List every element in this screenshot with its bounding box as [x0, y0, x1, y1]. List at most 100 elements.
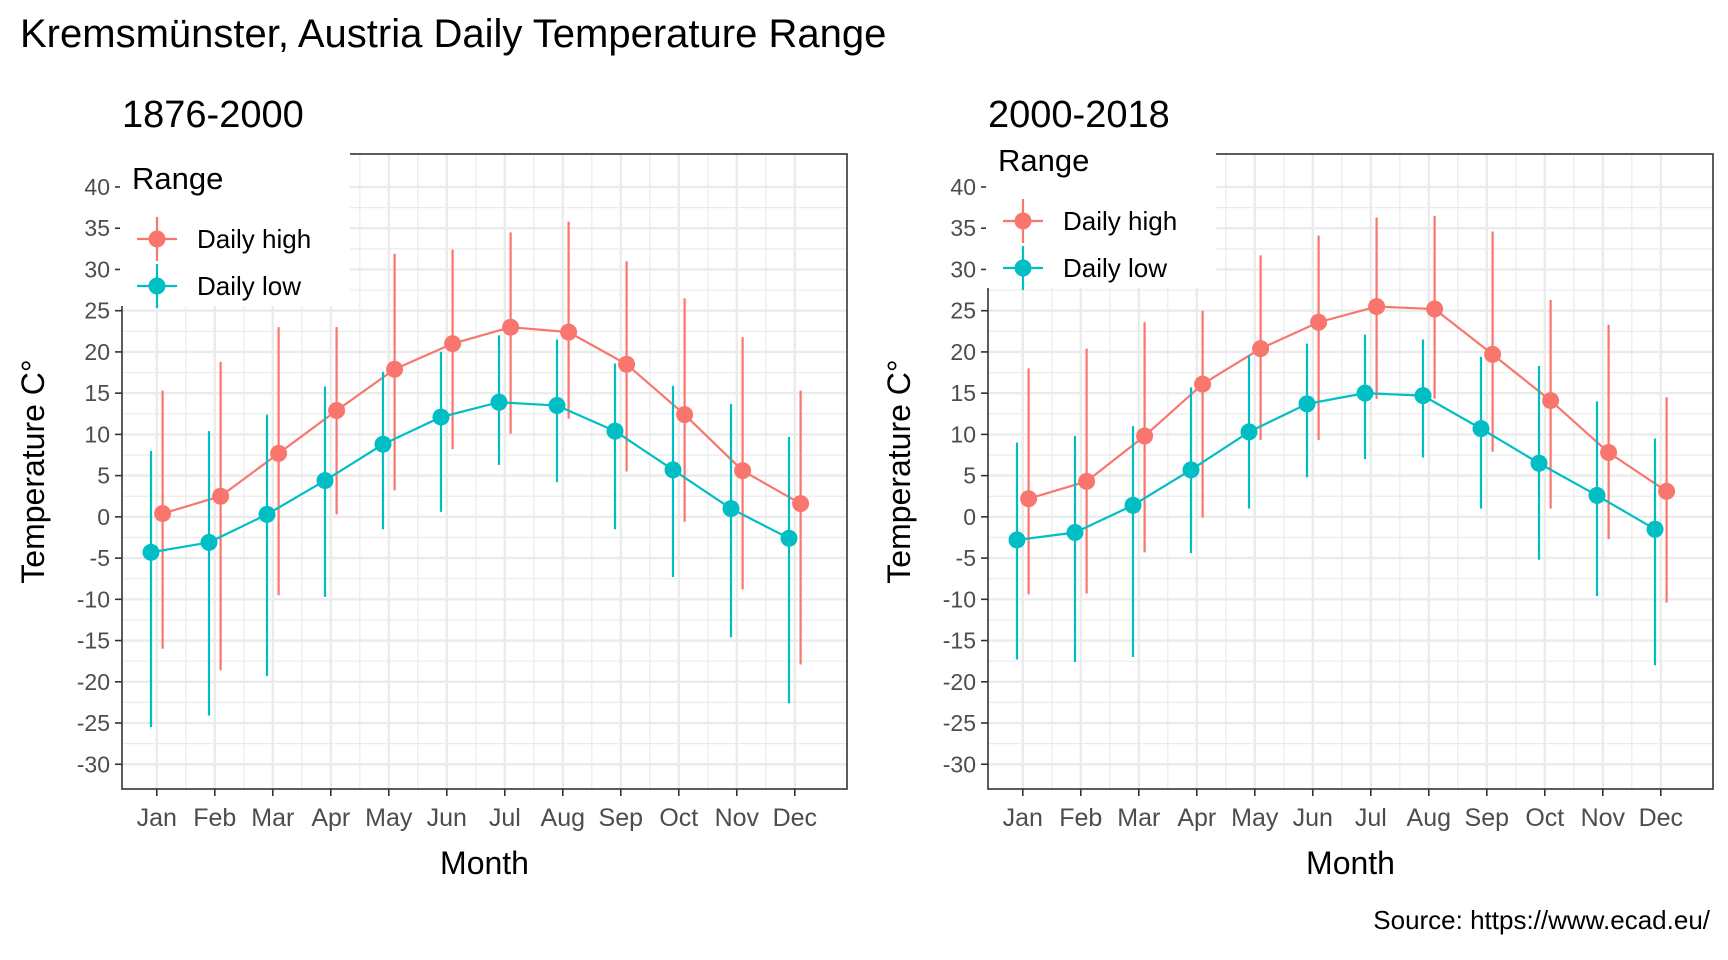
x-tick-label: Sep [1465, 804, 1509, 832]
data-point [1020, 490, 1038, 508]
x-axis-title: Month [1306, 845, 1395, 881]
y-tick-label: 5 [97, 463, 110, 489]
y-axis-title: Temperature C° [881, 359, 917, 583]
legend: Range Daily high Daily low [986, 130, 1216, 290]
x-tick-label: Aug [541, 804, 585, 832]
data-point [1484, 345, 1502, 363]
data-point [1658, 482, 1676, 500]
data-point [1066, 524, 1084, 542]
x-tick-label: Nov [1581, 804, 1626, 832]
y-tick-label: -30 [943, 751, 976, 777]
data-point [1600, 444, 1618, 462]
data-point [1240, 423, 1258, 441]
series-daily-high [154, 221, 810, 671]
data-point [1542, 392, 1560, 410]
legend-key-point [1014, 259, 1032, 277]
x-tick-label: Dec [1639, 804, 1683, 832]
data-point [1426, 300, 1444, 318]
data-point [1356, 384, 1374, 402]
y-tick-label: 10 [950, 421, 976, 447]
x-tick-label: Mar [251, 804, 294, 832]
x-tick-label: Apr [1177, 804, 1216, 832]
panel-2: -30 -25 -20 -15 -10 -5 0 5 10 15 20 25 30 35 40 Jan Feb M… [881, 94, 1714, 881]
y-tick-label: 0 [97, 504, 110, 530]
x-tick-label: Jun [1293, 804, 1333, 832]
data-point [1368, 298, 1386, 316]
y-tick-label: -30 [77, 751, 110, 777]
x-tick-label: Jan [137, 804, 177, 832]
legend: Range Daily high Daily low [120, 148, 350, 308]
legend-title: Range [998, 143, 1089, 178]
data-point [618, 355, 636, 373]
data-point [1078, 472, 1096, 490]
y-axis-title: Temperature C° [15, 359, 51, 583]
data-point [1008, 531, 1026, 549]
series-daily-low [142, 335, 798, 728]
data-point [1252, 340, 1270, 358]
x-tick-label: Nov [715, 804, 760, 832]
panel-border [987, 153, 1714, 790]
x-tick-label: Jan [1003, 804, 1043, 832]
data-point [444, 335, 462, 353]
data-point [316, 472, 334, 490]
data-point [1588, 486, 1606, 504]
data-point [1646, 520, 1664, 538]
x-axis-title: Month [440, 845, 529, 881]
data-point [154, 505, 172, 523]
x-tick-label: Feb [1059, 804, 1102, 832]
series-line [1016, 392, 1656, 542]
data-point [490, 393, 508, 411]
x-tick-label: Oct [1525, 804, 1564, 832]
y-tick-label: 35 [950, 215, 976, 241]
series-daily-low [1008, 334, 1664, 666]
y-tick-label: 30 [950, 256, 976, 282]
x-tick-label: Jul [489, 804, 521, 832]
data-point [258, 505, 276, 523]
y-tick-label: 25 [84, 298, 110, 324]
y-tick-label: 20 [950, 339, 976, 365]
data-point [548, 397, 566, 415]
x-tick-label: Apr [311, 804, 350, 832]
x-tick-label: Aug [1407, 804, 1451, 832]
series-line [162, 326, 802, 515]
legend-label: Daily high [1063, 206, 1177, 236]
y-tick-label: -15 [77, 628, 110, 654]
y-tick-label: 25 [950, 298, 976, 324]
x-tick-label: Oct [659, 804, 698, 832]
y-tick-label: 10 [84, 421, 110, 447]
legend-label: Daily low [197, 271, 301, 301]
data-point [200, 533, 218, 551]
x-tick-label: May [365, 804, 413, 832]
data-point [1472, 420, 1490, 438]
data-point [676, 406, 694, 424]
data-point [1310, 313, 1328, 331]
data-point [1298, 395, 1316, 413]
data-point [386, 360, 404, 378]
legend-label: Daily high [197, 224, 311, 254]
data-point [606, 422, 624, 440]
legend-key-point [148, 230, 166, 248]
series-daily-high [1020, 215, 1676, 603]
series-line [150, 401, 790, 554]
y-tick-label: -25 [943, 710, 976, 736]
legend-title: Range [132, 161, 223, 196]
data-point [1414, 387, 1432, 405]
panel-title: 1876-2000 [122, 94, 304, 136]
x-tick-label: Jun [427, 804, 467, 832]
x-tick-label: Dec [773, 804, 817, 832]
y-tick-label: 40 [84, 174, 110, 200]
data-point [1530, 454, 1548, 472]
data-point [328, 401, 346, 419]
legend-key-point [1014, 212, 1032, 230]
y-tick-label: -10 [77, 586, 110, 612]
data-point [722, 500, 740, 518]
data-point [502, 318, 520, 336]
data-point [664, 461, 682, 479]
y-tick-label: 40 [950, 174, 976, 200]
y-tick-label: 35 [84, 215, 110, 241]
data-point [374, 435, 392, 453]
data-point [1136, 427, 1154, 445]
data-point [780, 529, 798, 547]
series-line [1028, 305, 1668, 500]
